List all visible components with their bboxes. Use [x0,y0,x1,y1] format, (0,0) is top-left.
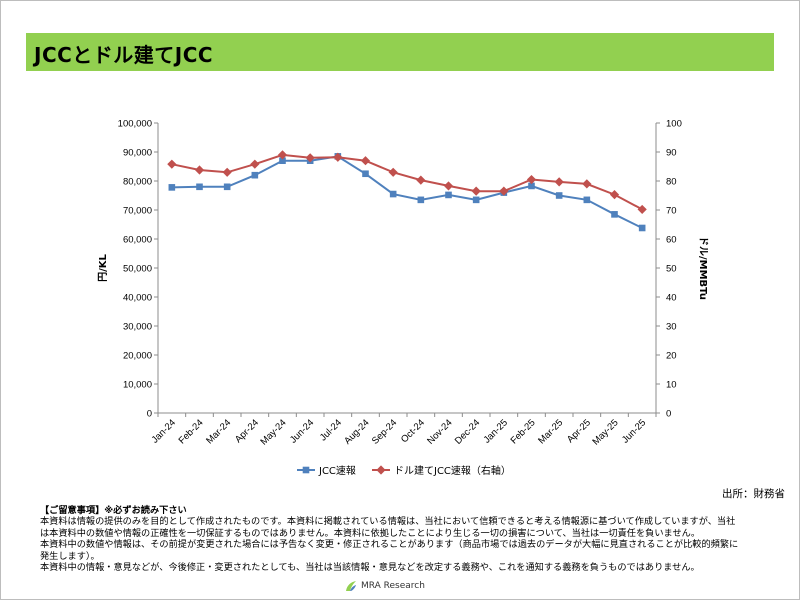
data-point [528,182,535,190]
y-right-tick-label: 100 [666,119,682,130]
data-point [554,177,564,187]
data-point [376,465,386,475]
y-right-tick-label: 60 [666,235,677,246]
y-left-tick-label: 90,000 [123,148,152,159]
data-point [611,211,618,218]
x-tick-label: Jun-24 [288,417,316,445]
chart-series-layer [167,150,647,232]
data-point [582,179,592,189]
disclaimer-line: 本資料中の情報・意見などが、今後修正・変更されたとしても、当社は当該情報・意見な… [40,562,700,574]
x-tick-label: Jul-24 [318,417,344,443]
footer: MRA Research [345,580,425,592]
data-point [445,191,452,199]
x-tick-label: Apr-25 [565,417,593,445]
x-tick-label: Oct-24 [399,417,427,445]
y-left-tick-label: 10,000 [123,380,152,391]
y-left-tick-label: 30,000 [123,322,152,333]
y-right-tick-label: 70 [666,206,677,217]
source-note: 出所：財務省 [722,488,785,500]
x-tick-label: May-24 [258,417,288,447]
data-point [250,159,260,169]
data-point [362,170,369,178]
disclaimer-line: 本資料は情報の提供のみを目的として作成されたものです。本資料に掲載されている情報… [40,516,736,528]
y-left-axis-title: 円/KL [97,253,109,281]
x-tick-label: May-25 [590,417,620,447]
disclaimer-heading: 【ご留意事項】※必ずお読み下さい [40,505,187,516]
y-right-tick-label: 40 [666,293,677,304]
data-point [499,186,509,196]
y-left-tick-label: 40,000 [123,293,152,304]
y-right-tick-label: 50 [666,264,677,275]
y-right-tick-label: 90 [666,148,677,159]
y-right-tick-label: 30 [666,322,677,333]
series-line [171,153,643,211]
data-point [251,171,259,179]
series-line [171,155,643,229]
title-bar: JCCとドル建てJCC [26,33,774,71]
data-point [333,152,343,162]
y-left-tick-label: 100,000 [118,119,152,130]
data-point [443,181,454,191]
data-point [609,190,620,200]
data-point [194,165,205,175]
x-tick-label: Mar-24 [204,417,233,446]
data-point [167,159,177,169]
x-tick-label: Aug-24 [342,417,371,446]
x-tick-label: Dec-24 [453,417,482,446]
chart-legend: JCC速報 ドル建てJCC速報（右軸） [297,464,511,477]
data-point [277,150,288,160]
data-point [417,196,425,204]
data-point [302,466,310,474]
y-left-tick-label: 60,000 [123,235,152,246]
data-point [638,224,646,232]
x-tick-label: Apr-24 [233,417,261,445]
x-tick-label: Jan-24 [150,417,178,445]
y-right-tick-label: 0 [666,409,671,420]
y-right-tick-label: 10 [666,380,677,391]
y-right-tick-label: 20 [666,351,677,362]
data-point [416,175,426,185]
data-point [637,204,647,215]
y-left-tick-label: 50,000 [123,264,152,275]
legend-label: JCC速報 [318,465,356,477]
y-left-tick-label: 80,000 [123,177,152,188]
data-point [471,186,481,196]
data-point [472,196,480,204]
x-tick-label: Sep-24 [370,417,399,446]
mra-logo-icon [346,581,356,591]
disclaimer-line: は本資料中の数値や情報の正確性を一切保証するものではありません。本資料に依拠した… [40,527,701,539]
disclaimer-line: 発生します）。 [40,550,100,562]
data-point [555,192,563,199]
data-point [526,174,537,185]
y-left-tick-label: 0 [147,409,152,420]
data-point [168,184,176,191]
x-tick-label: Jan-25 [482,417,510,445]
legend-label: ドル建てJCC速報（右軸） [394,464,511,477]
data-point [389,190,397,198]
disclaimer: 【ご留意事項】※必ずお読み下さい 本資料は情報の提供のみを目的として作成されたも… [40,505,770,573]
x-tick-label: Nov-24 [425,417,454,446]
page-title: JCCとドル建てJCC [34,43,214,67]
x-tick-label: Jun-25 [620,417,648,445]
x-tick-label: Feb-24 [177,417,206,446]
disclaimer-line: 本資料中の数値や情報は、その前提が変更された場合には予告なく変更・修正されること… [40,539,739,551]
y-left-tick-label: 70,000 [123,206,152,217]
data-point [222,167,232,177]
data-point [196,183,203,191]
data-point [279,157,286,164]
data-point [305,153,315,163]
y-left-tick-label: 20,000 [123,351,152,362]
x-tick-label: Mar-25 [536,417,565,446]
data-point [223,183,231,191]
footer-brand: MRA Research [361,581,425,591]
x-tick-label: Feb-25 [509,417,538,446]
data-point [583,196,591,204]
data-point [388,167,398,177]
y-right-tick-label: 80 [666,177,677,188]
y-right-axis-title: ドル/MMBTu [697,236,709,300]
data-point [360,156,371,166]
